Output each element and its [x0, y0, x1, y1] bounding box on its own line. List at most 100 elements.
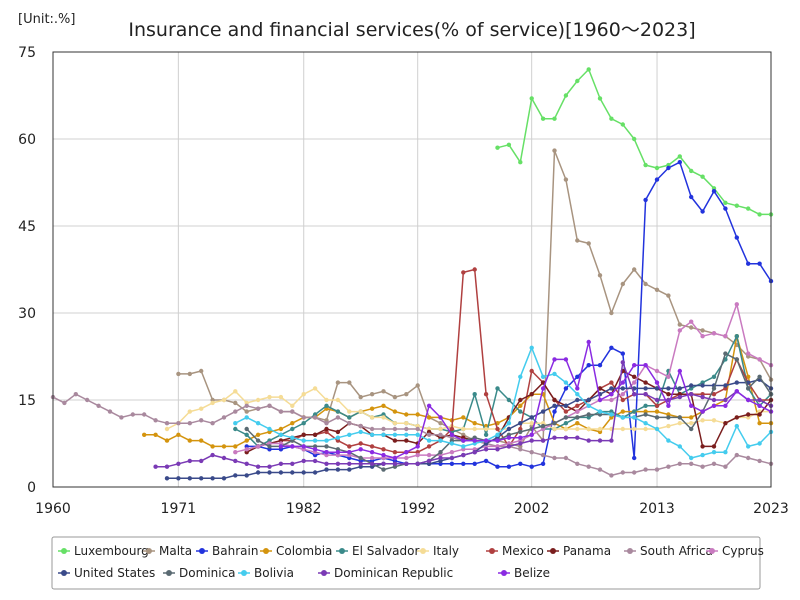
- data-point: [609, 345, 614, 350]
- data-point: [96, 403, 101, 408]
- series-belize: [278, 339, 774, 461]
- data-point: [358, 461, 363, 466]
- data-point: [666, 415, 671, 420]
- data-point: [187, 458, 192, 464]
- data-point: [677, 444, 682, 449]
- data-point: [392, 461, 398, 466]
- data-point: [347, 421, 352, 426]
- data-point: [746, 261, 751, 266]
- legend-item-bahrain: Bahrain: [196, 544, 258, 558]
- data-point: [620, 470, 625, 475]
- legend-swatch-dot: [199, 548, 205, 554]
- y-tick-label: 75: [18, 45, 36, 61]
- legend-label: Mexico: [502, 544, 544, 558]
- data-point: [347, 432, 352, 437]
- data-point: [757, 458, 762, 464]
- data-point: [518, 421, 523, 426]
- data-point: [586, 397, 591, 403]
- data-point: [233, 473, 238, 478]
- data-point: [358, 455, 363, 461]
- data-point: [369, 432, 375, 437]
- data-point: [689, 383, 694, 388]
- data-point: [643, 403, 648, 408]
- data-point: [734, 235, 739, 240]
- data-point: [563, 403, 569, 408]
- data-point: [381, 432, 386, 437]
- data-point: [483, 432, 489, 437]
- data-point: [461, 415, 466, 420]
- data-point: [723, 334, 728, 339]
- data-point: [483, 438, 489, 443]
- data-point: [563, 426, 569, 432]
- data-point: [632, 267, 637, 272]
- data-point: [689, 168, 694, 174]
- data-point: [176, 461, 181, 466]
- data-point: [438, 415, 443, 420]
- data-point: [335, 415, 341, 420]
- data-point: [711, 397, 717, 403]
- data-point: [221, 476, 227, 481]
- data-point: [643, 363, 648, 368]
- data-point: [347, 461, 352, 466]
- data-point: [689, 461, 694, 466]
- data-point: [164, 426, 170, 432]
- legend-swatch-dot: [146, 548, 152, 554]
- data-point: [620, 386, 625, 391]
- data-point: [438, 426, 443, 432]
- data-point: [506, 397, 512, 403]
- data-point: [495, 432, 500, 437]
- data-point: [563, 455, 569, 461]
- series-layer: [50, 67, 774, 481]
- data-point: [529, 96, 534, 101]
- data-point: [278, 470, 284, 475]
- data-point: [575, 374, 580, 379]
- data-point: [700, 209, 705, 214]
- data-point: [438, 438, 443, 443]
- data-point: [267, 403, 272, 408]
- data-point: [700, 464, 705, 469]
- legend-item-cyprus: Cyprus: [706, 544, 764, 558]
- data-point: [666, 293, 671, 298]
- data-point: [632, 415, 637, 420]
- data-point: [210, 452, 215, 458]
- data-point: [609, 412, 614, 417]
- data-point: [199, 418, 204, 423]
- data-point: [654, 467, 660, 472]
- legend-item-dominican-republic: Dominican Republic: [318, 566, 453, 580]
- data-point: [609, 473, 614, 478]
- data-point: [711, 386, 717, 391]
- data-point: [643, 467, 648, 472]
- data-point: [290, 461, 295, 466]
- data-point: [290, 426, 295, 432]
- data-point: [711, 403, 717, 408]
- data-point: [575, 403, 580, 408]
- data-point: [632, 374, 637, 379]
- data-point: [210, 476, 215, 481]
- data-point: [506, 464, 512, 469]
- data-point: [643, 392, 648, 397]
- data-point: [233, 426, 238, 432]
- data-point: [643, 162, 648, 168]
- data-point: [426, 458, 432, 464]
- data-point: [324, 426, 329, 432]
- data-point: [757, 374, 762, 379]
- data-point: [734, 415, 739, 420]
- data-point: [563, 415, 569, 420]
- legend-label: Bolivia: [254, 566, 294, 580]
- data-point: [734, 357, 739, 362]
- data-point: [404, 455, 409, 461]
- data-point: [233, 421, 238, 426]
- data-point: [347, 409, 352, 414]
- data-point: [449, 432, 455, 437]
- data-point: [472, 426, 477, 432]
- data-point: [643, 412, 648, 417]
- data-point: [757, 421, 762, 426]
- data-point: [711, 392, 717, 397]
- data-point: [620, 351, 625, 356]
- data-point: [335, 397, 341, 403]
- data-point: [369, 450, 375, 455]
- data-point: [255, 438, 261, 443]
- data-point: [575, 435, 580, 440]
- legend-item-mexico: Mexico: [486, 544, 544, 558]
- data-point: [689, 421, 694, 426]
